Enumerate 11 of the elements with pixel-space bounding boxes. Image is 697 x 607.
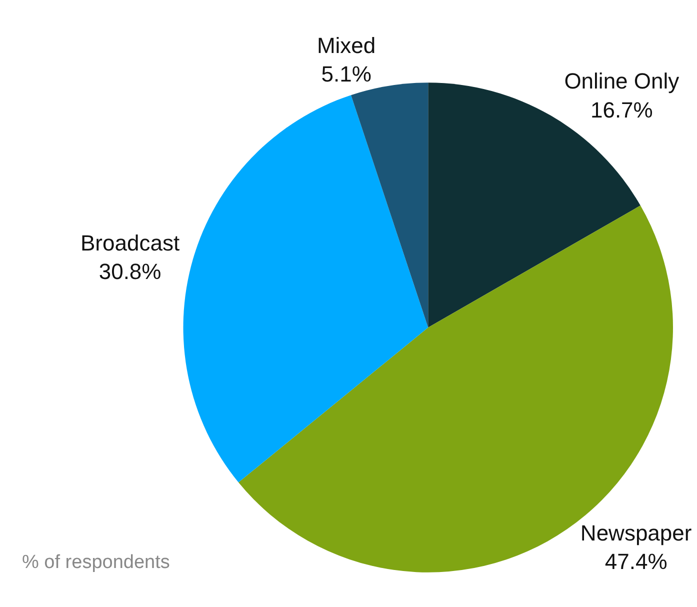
pie-slice: [350, 82, 428, 328]
text: % of respondents: [22, 552, 170, 573]
slice-label: Online Only: [564, 68, 680, 94]
data-label: 16.7%: [590, 97, 653, 122]
data-label: 30.8%: [98, 258, 162, 284]
data-label: 47.4%: [604, 549, 668, 574]
slice-label: Broadcast: [80, 230, 180, 256]
pie-slice: [183, 95, 428, 482]
slice-label: Newspaper: [580, 520, 692, 546]
data-label: 5.1%: [321, 61, 372, 86]
slice-label: Mixed: [316, 32, 376, 58]
